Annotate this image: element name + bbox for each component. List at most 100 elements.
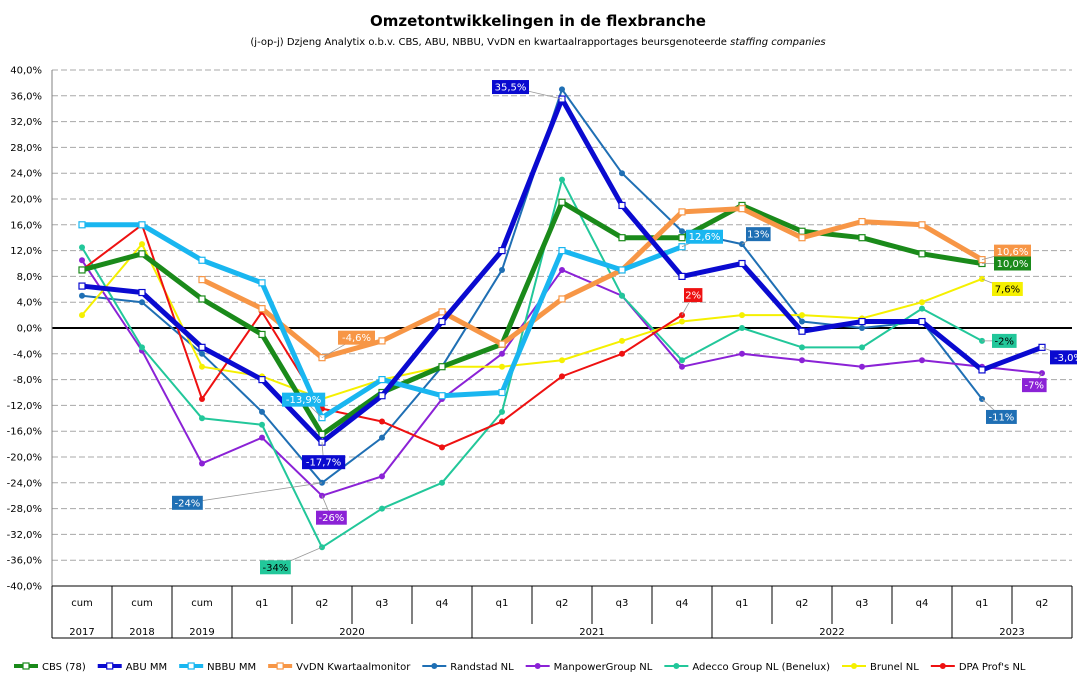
callout-box xyxy=(1022,378,1047,393)
group-label: 2023 xyxy=(999,627,1024,638)
series-line xyxy=(199,206,985,361)
category-label: q4 xyxy=(436,598,449,609)
data-point xyxy=(258,305,266,313)
category-label: q3 xyxy=(616,598,629,609)
data-point xyxy=(619,292,625,299)
data-point xyxy=(139,241,145,248)
data-point xyxy=(379,505,385,512)
data-point xyxy=(498,340,506,348)
data-point xyxy=(798,227,806,235)
legend: CBS (78) ABU MM NBBU MM VvDN Kwartaalmonito… xyxy=(14,662,1026,673)
data-point xyxy=(619,350,625,357)
data-point xyxy=(138,250,146,258)
data-point xyxy=(78,266,86,274)
data-point xyxy=(139,299,145,306)
callout-box xyxy=(302,455,346,470)
data-point xyxy=(918,317,926,326)
data-point xyxy=(499,266,505,273)
data-point xyxy=(199,395,205,402)
data-point xyxy=(198,295,206,303)
category-label: q4 xyxy=(676,598,689,609)
data-point xyxy=(738,259,746,268)
data-point xyxy=(139,344,145,351)
y-tick-label: -16,0% xyxy=(7,427,42,438)
data-point xyxy=(438,392,446,400)
data-point xyxy=(439,479,445,486)
data-point xyxy=(739,325,745,331)
axes xyxy=(51,70,1072,586)
y-tick-label: -28,0% xyxy=(7,504,42,515)
data-point xyxy=(438,308,446,316)
data-point xyxy=(738,205,746,213)
callout-box xyxy=(172,495,203,510)
y-tick-label: 4,0% xyxy=(17,298,42,309)
data-point xyxy=(198,256,206,264)
group-label: 2019 xyxy=(189,627,214,638)
data-point xyxy=(739,312,745,319)
y-axis-ticks: 40,0% 36,0% 32,0% 28,0% 24,0% 20,0% 16,0% 12,0%… xyxy=(7,66,42,593)
category-label: cum xyxy=(191,598,213,609)
data-point xyxy=(438,363,446,371)
data-point xyxy=(859,344,865,351)
data-point xyxy=(318,430,326,439)
y-tick-label: -20,0% xyxy=(7,453,42,464)
y-tick-label: 28,0% xyxy=(10,143,42,154)
data-point xyxy=(199,350,205,357)
data-point xyxy=(78,221,86,229)
data-point xyxy=(79,292,85,299)
legend-label: ABU MM xyxy=(126,662,167,673)
data-point xyxy=(858,234,866,242)
series-adecco-group-nl-benelux- xyxy=(79,176,985,551)
callout-box xyxy=(992,333,1017,348)
data-point xyxy=(678,234,686,242)
category-label: q3 xyxy=(856,598,869,609)
callout-label: -2% xyxy=(995,336,1014,347)
data-point xyxy=(679,318,685,325)
data-point xyxy=(138,288,146,297)
data-point xyxy=(858,217,866,226)
y-tick-label: 40,0% xyxy=(10,66,42,77)
series-vvdn-kwartaalmonitor xyxy=(198,205,986,362)
data-point xyxy=(859,363,865,370)
category-label: cum xyxy=(71,598,93,609)
callout-box xyxy=(994,244,1031,259)
data-point xyxy=(499,408,505,415)
data-point xyxy=(198,343,206,351)
category-label: q1 xyxy=(976,598,989,609)
callout-label: -17,7% xyxy=(306,458,341,469)
data-point xyxy=(798,327,806,335)
category-label: q2 xyxy=(316,598,329,609)
callout-label: -26% xyxy=(318,513,344,524)
data-point xyxy=(379,473,385,480)
data-point xyxy=(378,392,386,400)
callout-box xyxy=(1050,350,1077,365)
data-point xyxy=(199,460,205,467)
y-tick-label: 32,0% xyxy=(10,117,42,128)
data-point xyxy=(79,312,85,319)
callout-label: 12,6% xyxy=(689,232,721,243)
callout-box xyxy=(316,510,347,525)
callout-label: -24% xyxy=(174,498,200,509)
chart-subtitle: (j-op-j) Dzjeng Analytix o.b.v. CBS, ABU… xyxy=(250,37,825,48)
callout-leader xyxy=(187,482,323,504)
data-point xyxy=(559,357,565,364)
series-dpa-prof-s-nl xyxy=(79,221,685,451)
y-tick-label: -12,0% xyxy=(7,401,42,412)
data-point xyxy=(498,388,506,397)
data-point xyxy=(198,276,206,284)
series-line xyxy=(81,178,983,549)
data-point xyxy=(199,363,205,370)
y-tick-label: 24,0% xyxy=(10,169,42,180)
data-point xyxy=(559,176,565,183)
data-point xyxy=(558,247,566,255)
legend-marker xyxy=(106,662,114,670)
data-point xyxy=(859,325,865,331)
legend-marker xyxy=(851,663,858,669)
callout-box xyxy=(686,229,723,244)
legend-marker xyxy=(939,663,946,669)
legend-marker xyxy=(673,663,680,669)
category-label: q2 xyxy=(796,598,809,609)
y-tick-label: -8,0% xyxy=(13,375,42,386)
legend-item: ABU MM xyxy=(97,662,167,673)
category-label: q1 xyxy=(496,598,509,609)
